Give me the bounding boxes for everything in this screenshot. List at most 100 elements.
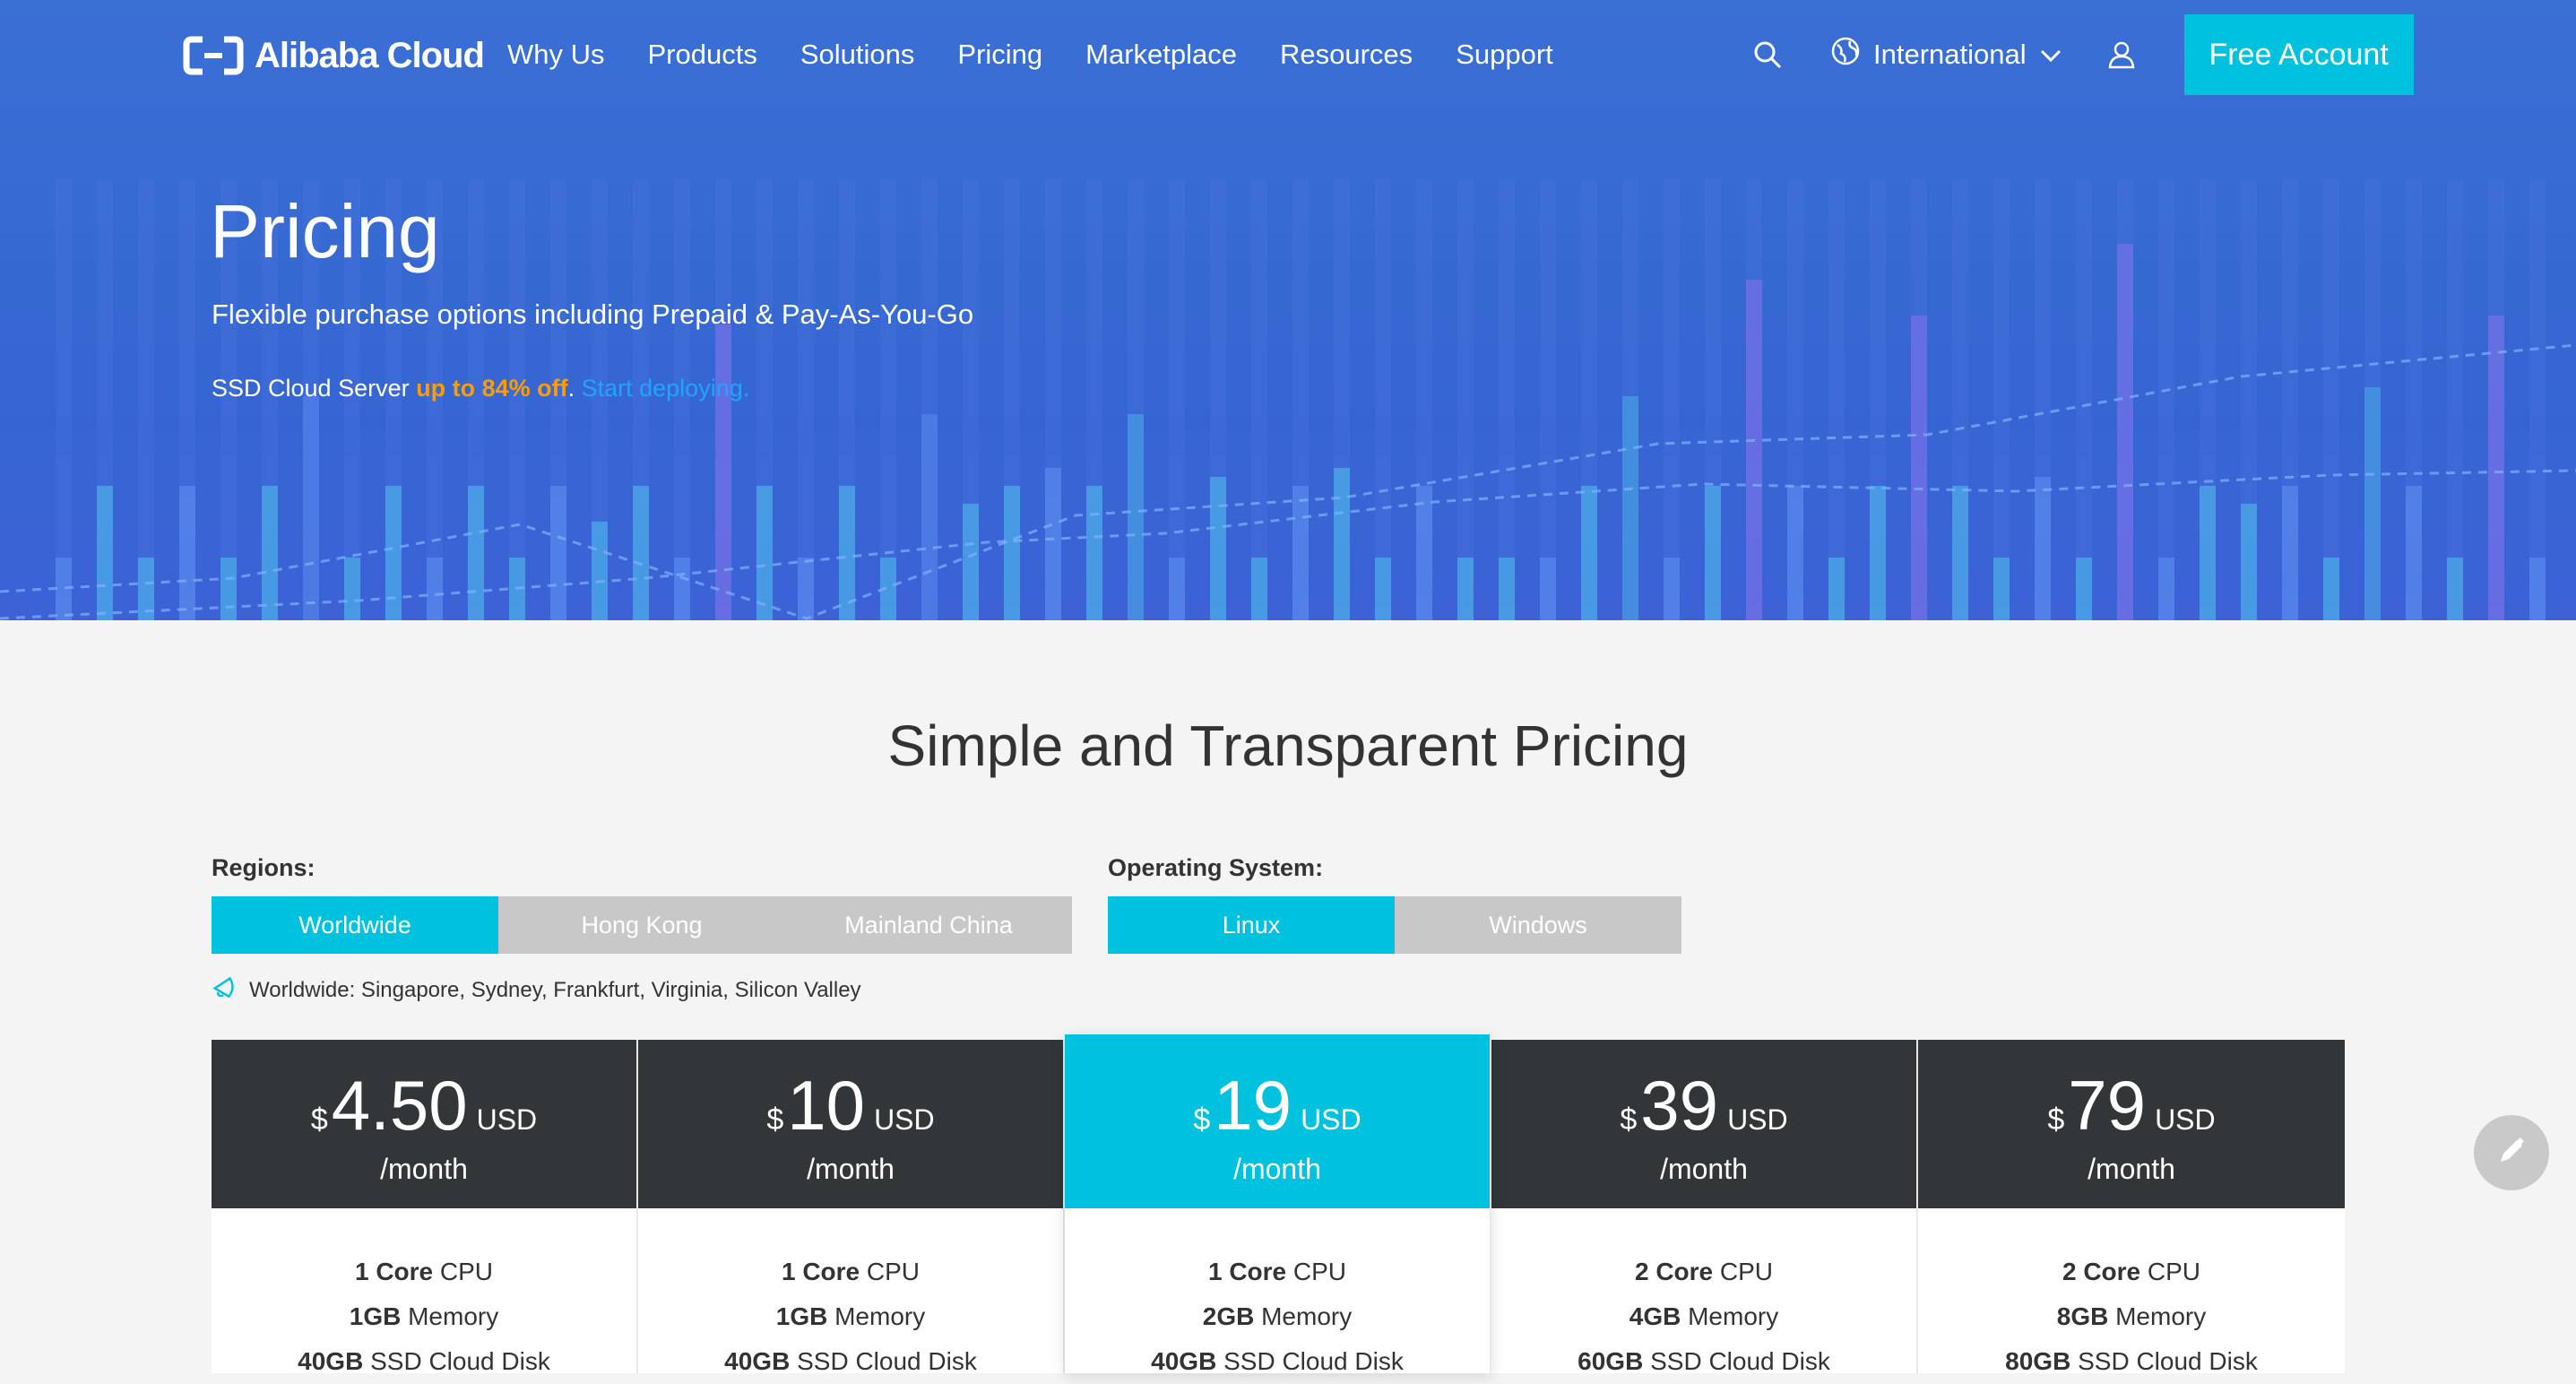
region-hong-kong-button[interactable]: Hong Kong [498, 896, 785, 954]
start-deploying-link[interactable]: Start deploying. [581, 375, 750, 402]
hero-decor-stripe [1664, 179, 1680, 558]
chevron-down-icon [2039, 39, 2062, 71]
nav-resources[interactable]: Resources [1280, 39, 1413, 70]
region-worldwide-button[interactable]: Worldwide [212, 896, 498, 954]
hero-decor-stripe [2035, 179, 2051, 477]
plan-price-header: $39 USD /month [1491, 1040, 1916, 1208]
hero-decor-bar [2117, 244, 2133, 620]
hero-decor-bar [385, 486, 402, 620]
hero-decor-bar [303, 396, 319, 620]
hero-decor-bar [550, 486, 566, 620]
hero-decor-stripe [2364, 179, 2381, 387]
plan-unit: USD [1727, 1103, 1788, 1136]
hero-decor-bar [1045, 468, 1061, 620]
plan-specs: 1 Core CPU 1GB Memory 40GB SSD Cloud Dis… [638, 1208, 1063, 1384]
plan-unit: USD [2155, 1103, 2216, 1136]
region-note: Worldwide: Singapore, Sydney, Frankfurt,… [212, 973, 861, 1007]
hero-decor-bar [1787, 486, 1803, 620]
hero-decor-stripe [1993, 179, 2010, 558]
plan-card[interactable]: $39 USD /month 2 Core CPU 4GB Memory 60GB… [1491, 1040, 1918, 1375]
hero-decor-stripe [1952, 179, 1968, 486]
hero-promo: SSD Cloud Server up to 84% off. Start de… [212, 375, 749, 402]
regions-segmented-control: Worldwide Hong Kong Mainland China [212, 896, 1072, 954]
plan-amount: 39 [1640, 1066, 1719, 1145]
free-account-button[interactable]: Free Account [2183, 14, 2414, 95]
hero-decor-stripe [1210, 179, 1226, 477]
nav-support[interactable]: Support [1456, 39, 1553, 70]
hero-decor-bar [1952, 486, 1968, 620]
nav-pricing[interactable]: Pricing [957, 39, 1043, 70]
nav-why-us[interactable]: Why Us [507, 39, 605, 70]
hero-decor-bar [1870, 486, 1886, 620]
hero-decor-stripe [839, 179, 855, 486]
plan-card[interactable]: $79 USD /month 2 Core CPU 8GB Memory 80GB… [1918, 1040, 2345, 1375]
plan-price-header: $79 USD /month [1918, 1040, 2345, 1208]
hero-decor-stripe [921, 179, 938, 414]
hero-decor-stripe [1911, 179, 1927, 316]
region-note-text: Worldwide: Singapore, Sydney, Frankfurt,… [249, 977, 861, 1002]
edit-pencil-button[interactable] [2474, 1115, 2549, 1190]
hero-decor-bar [138, 558, 154, 620]
hero-decor-bar [2406, 486, 2422, 620]
top-navbar: Alibaba Cloud Why Us Products Solutions … [0, 0, 2576, 111]
os-windows-button[interactable]: Windows [1395, 896, 1681, 954]
hero-decor-stripe [262, 179, 278, 486]
hero-decor-stripe [1622, 179, 1638, 396]
nav-marketplace[interactable]: Marketplace [1085, 39, 1237, 70]
plan-card[interactable]: $10 USD /month 1 Core CPU 1GB Memory 40GB… [638, 1040, 1065, 1375]
hero-decor-stripe [1540, 179, 1556, 558]
plan-card-featured[interactable]: $19 USD /month 1 Core CPU 2GB Memory 40GB… [1065, 1034, 1491, 1375]
hero-decor-stripe [2158, 179, 2174, 558]
plan-currency: $ [766, 1103, 784, 1137]
region-mainland-china-button[interactable]: Mainland China [785, 896, 1072, 954]
plan-disk: 40GB SSD Cloud Disk [298, 1347, 550, 1375]
plan-card[interactable]: $4.50 USD /month 1 Core CPU 1GB Memory 40… [212, 1040, 638, 1375]
hero-decor-bar [1292, 486, 1309, 620]
plan-memory: 2GB Memory [1202, 1302, 1353, 1330]
hero-decor-bar [1993, 558, 2010, 620]
hero-decor-bar [1746, 280, 1762, 620]
search-icon[interactable] [1742, 30, 1793, 80]
promo-separator: . [567, 375, 582, 402]
hero-decor-stripe [1416, 179, 1432, 486]
hero-decor-stripe [1581, 179, 1597, 486]
plan-amount: 10 [787, 1066, 866, 1145]
alibaba-cloud-logo[interactable]: Alibaba Cloud [183, 34, 485, 77]
hero-decor-bar [2035, 477, 2051, 620]
hero-decor-stripe [1128, 179, 1144, 414]
hero-decor-bar [2200, 486, 2216, 620]
user-icon[interactable] [2096, 30, 2147, 80]
region-selector[interactable]: International [1830, 36, 2062, 74]
nav-products[interactable]: Products [647, 39, 757, 70]
plan-cpu: 1 Core CPU [354, 1258, 494, 1285]
hero-decor-bar [2488, 316, 2504, 620]
hero-decor-bar [1828, 558, 1845, 620]
plan-period: /month [1233, 1153, 1321, 1185]
hero-decor-stripe [1746, 179, 1762, 280]
hero-decor-stripe [2117, 179, 2133, 244]
hero-decor-stripe [1086, 179, 1102, 486]
hero-decor-bar [1334, 468, 1350, 620]
promo-prefix: SSD Cloud Server [212, 375, 417, 402]
hero-decor-stripe [2076, 179, 2092, 558]
hero-decor-stripe [1292, 179, 1309, 486]
hero-decor-stripe [2241, 179, 2257, 504]
hero-decor-stripe [2406, 179, 2422, 486]
nav-solutions[interactable]: Solutions [800, 39, 915, 70]
hero-decor-bar [468, 486, 484, 620]
hero-decor-bar [798, 558, 814, 620]
nav-right-group: International Free Account [1742, 14, 2414, 95]
hero-decor-bar [344, 558, 360, 620]
os-linux-button[interactable]: Linux [1108, 896, 1395, 954]
bell-icon [212, 973, 238, 1007]
hero-decor-stripe [2447, 179, 2463, 558]
hero-decor-bar [1622, 396, 1638, 620]
plan-disk: 80GB SSD Cloud Disk [2005, 1347, 2258, 1375]
plan-currency: $ [2047, 1103, 2065, 1137]
plan-period: /month [2088, 1153, 2175, 1185]
hero-decor-bar [1457, 558, 1474, 620]
hero-decor-stripe [2200, 179, 2216, 486]
hero-decor-stripe [344, 179, 360, 558]
pencil-icon [2495, 1135, 2528, 1172]
hero-decor-bar [1416, 486, 1432, 620]
